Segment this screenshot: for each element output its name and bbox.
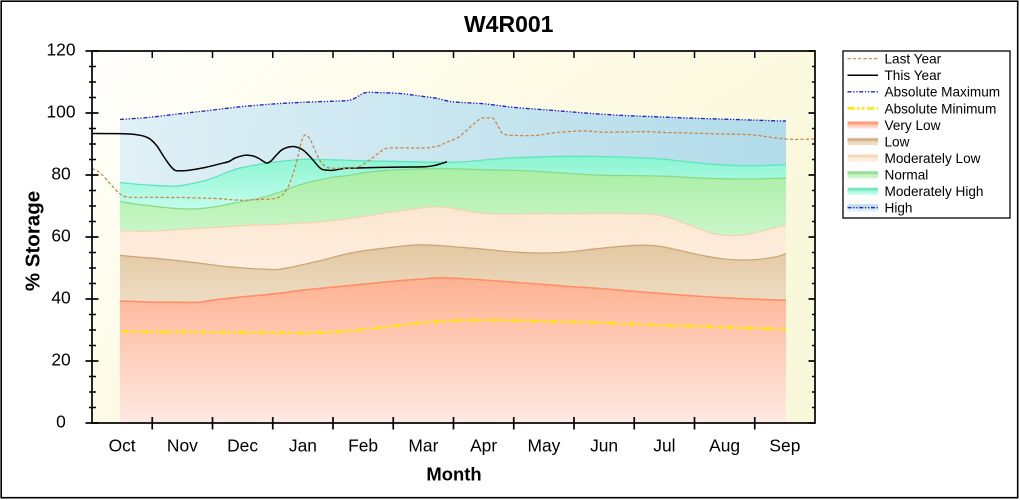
svg-text:Nov: Nov [167, 436, 198, 456]
svg-text:Last Year: Last Year [885, 52, 942, 67]
svg-text:Sep: Sep [769, 436, 800, 456]
svg-text:Absolute Minimum: Absolute Minimum [885, 101, 997, 116]
svg-text:W4R001: W4R001 [464, 11, 554, 37]
svg-text:120: 120 [46, 39, 75, 59]
svg-text:May: May [527, 436, 560, 456]
svg-text:Apr: Apr [470, 436, 497, 456]
svg-text:Normal: Normal [885, 168, 929, 183]
svg-text:Jan: Jan [289, 436, 317, 456]
svg-text:60: 60 [51, 225, 70, 245]
svg-text:Jun: Jun [590, 436, 618, 456]
svg-text:Jul: Jul [653, 436, 675, 456]
svg-text:0: 0 [56, 411, 66, 431]
svg-text:Oct: Oct [109, 436, 136, 456]
svg-text:Moderately High: Moderately High [885, 184, 984, 199]
svg-text:80: 80 [51, 163, 70, 183]
svg-text:Absolute Maximum: Absolute Maximum [885, 85, 1001, 100]
svg-text:Dec: Dec [227, 436, 258, 456]
svg-text:100: 100 [46, 101, 75, 121]
svg-text:Mar: Mar [408, 436, 438, 456]
svg-text:Aug: Aug [709, 436, 740, 456]
svg-text:Moderately Low: Moderately Low [885, 151, 981, 166]
svg-text:40: 40 [51, 287, 70, 307]
svg-text:% Storage: % Storage [22, 191, 45, 291]
svg-text:20: 20 [51, 349, 70, 369]
svg-text:This Year: This Year [885, 68, 942, 83]
svg-text:Feb: Feb [348, 436, 378, 456]
svg-text:Very Low: Very Low [885, 118, 941, 133]
svg-text:High: High [885, 201, 913, 216]
svg-text:Month: Month [426, 463, 481, 484]
svg-text:Low: Low [885, 134, 910, 149]
